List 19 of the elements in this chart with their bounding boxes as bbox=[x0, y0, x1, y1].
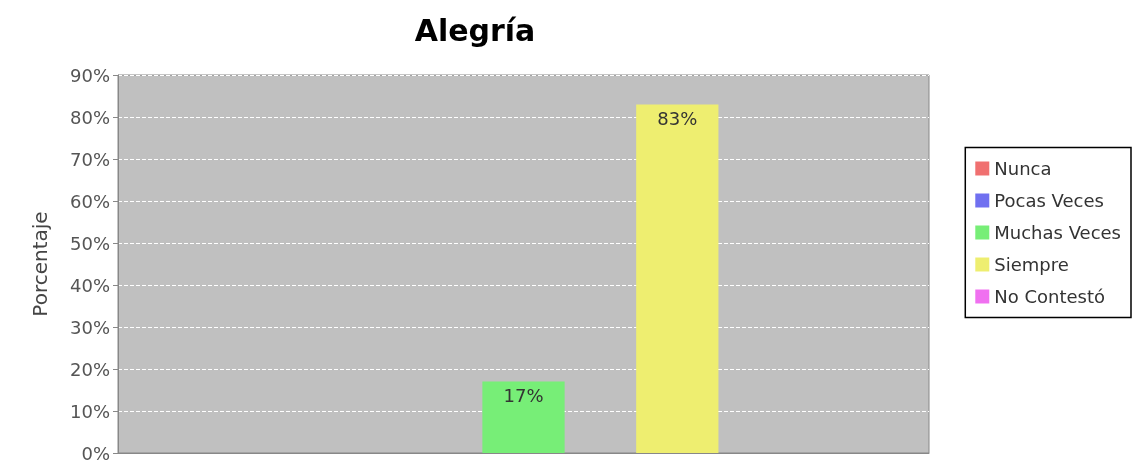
data-label: 17% bbox=[503, 385, 544, 407]
y-tick-label: 20% bbox=[69, 358, 110, 380]
y-tick-label: 70% bbox=[69, 148, 110, 170]
data-label: 83% bbox=[657, 107, 698, 129]
legend-label: Nunca bbox=[994, 158, 1052, 179]
legend-label: Siempre bbox=[994, 254, 1069, 275]
y-tick-label: 40% bbox=[69, 274, 110, 296]
y-tick-label: 80% bbox=[69, 106, 110, 128]
chart-title: Alegría bbox=[414, 12, 536, 48]
y-tick-label: 10% bbox=[69, 400, 110, 422]
y-tick-label: 90% bbox=[69, 64, 110, 86]
y-axis-title: Porcentaje bbox=[28, 211, 52, 317]
y-tick-label: 60% bbox=[69, 190, 110, 212]
legend-label: No Contestó bbox=[994, 286, 1106, 307]
y-tick-label: 0% bbox=[81, 442, 110, 464]
legend-label: Muchas Veces bbox=[994, 222, 1122, 243]
y-tick-label: 50% bbox=[69, 232, 110, 254]
y-tick-label: 30% bbox=[69, 316, 110, 338]
legend-label: Pocas Veces bbox=[994, 190, 1104, 211]
